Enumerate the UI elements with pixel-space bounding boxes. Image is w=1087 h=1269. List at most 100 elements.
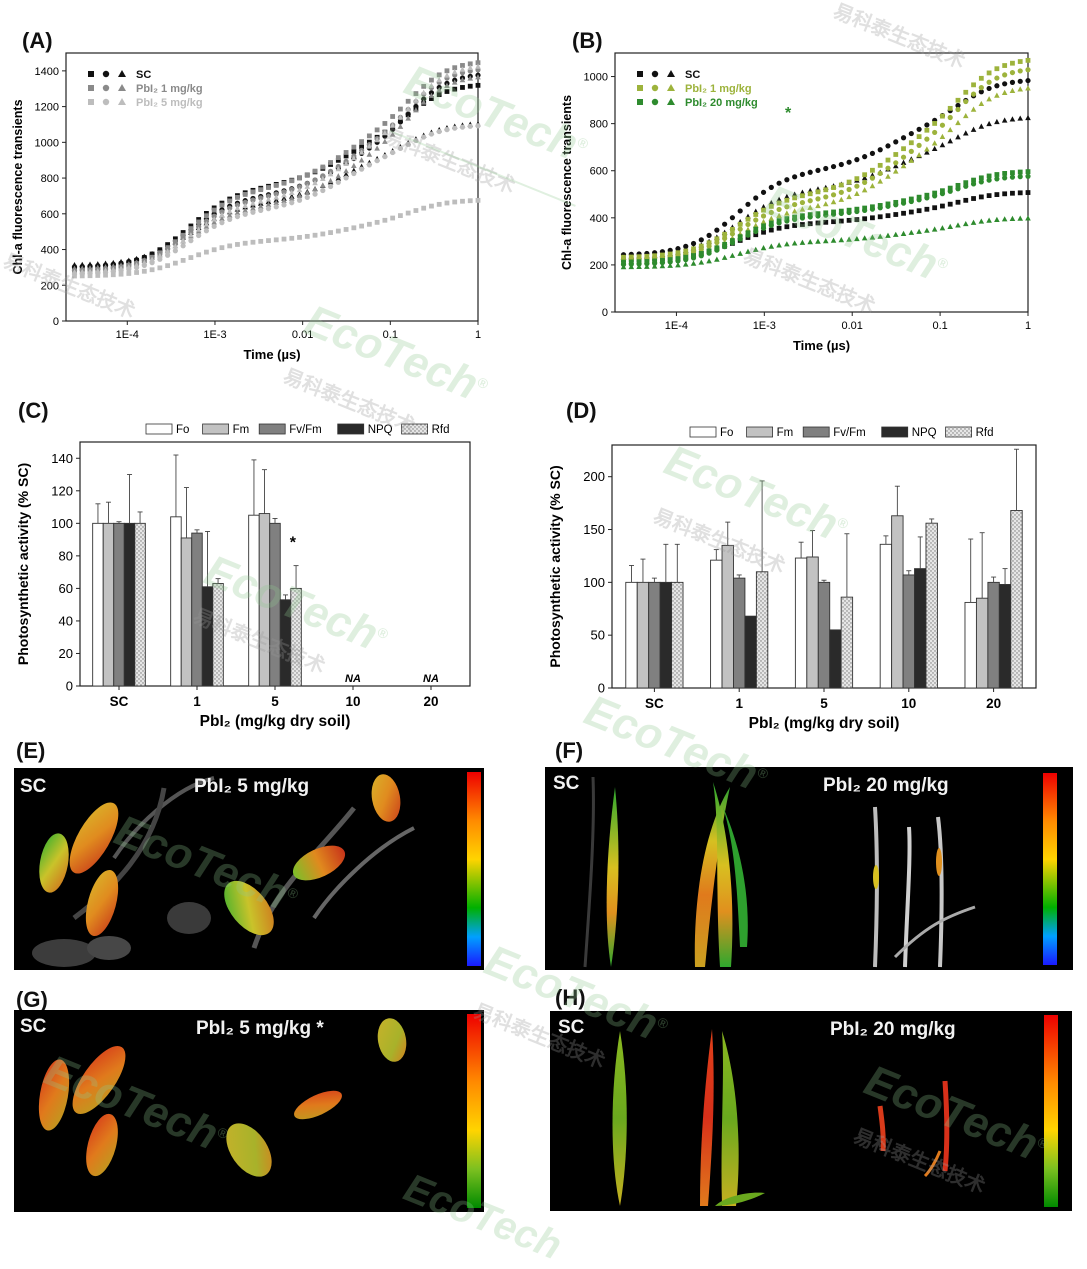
bar [794, 557, 808, 689]
data-point [939, 225, 946, 231]
chart-a-fluorescence-transients: 0 200 400 600 800 1000 1200 1400 1E-4 1E-3 0.01 0.1… [11, 52, 481, 362]
data-point [862, 172, 868, 178]
data-point [885, 173, 891, 179]
data-point [320, 231, 326, 237]
data-point [737, 221, 743, 227]
data-point [475, 82, 481, 88]
data-point [815, 238, 821, 244]
data-point [436, 72, 442, 78]
panel-label-h: (H) [555, 985, 586, 1010]
data-point [822, 238, 829, 244]
data-point [892, 168, 899, 174]
data-point [203, 228, 210, 234]
data-point [931, 145, 938, 152]
data-point [800, 222, 805, 227]
x-tick-label: 1 [1025, 320, 1031, 332]
legend-swatch [202, 423, 230, 435]
bar [625, 581, 638, 689]
data-point [784, 241, 790, 247]
data-point [807, 221, 813, 227]
data-point [87, 265, 93, 271]
data-point [296, 192, 303, 199]
leaf-image-g [38, 1018, 407, 1177]
data-point [118, 262, 124, 268]
legend-marker-circle [651, 84, 659, 92]
data-point [877, 178, 884, 184]
data-point [963, 197, 969, 203]
data-point [390, 149, 396, 156]
data-point [815, 213, 821, 219]
data-point [110, 266, 117, 272]
x-tick-label: 20 [986, 696, 1001, 711]
data-point [351, 170, 357, 177]
y-tick-label: 0 [66, 679, 73, 694]
data-point [690, 260, 697, 266]
data-point [955, 102, 961, 109]
data-point [296, 186, 303, 193]
data-point [266, 238, 271, 243]
data-point [351, 225, 357, 231]
data-point [970, 181, 977, 187]
data-point [1017, 59, 1023, 64]
data-point [947, 185, 953, 191]
data-point [776, 196, 782, 202]
y-tick-label: 1400 [35, 66, 59, 78]
y-tick-label: 800 [41, 173, 59, 185]
data-point [242, 199, 248, 205]
data-point [265, 206, 272, 212]
bar [975, 597, 989, 689]
data-point [830, 211, 837, 217]
data-point [939, 191, 946, 197]
data-point [257, 198, 264, 204]
data-point [359, 166, 365, 172]
data-point [994, 92, 1000, 98]
data-point [924, 195, 930, 201]
data-point [652, 260, 658, 266]
x-tick-label: 1 [193, 694, 201, 709]
data-point [273, 204, 279, 210]
y-tick-label: 200 [41, 280, 59, 292]
data-point [343, 171, 349, 177]
data-point [87, 268, 93, 274]
data-point [963, 183, 969, 189]
data-point [1025, 57, 1031, 63]
data-point [164, 248, 171, 254]
x-tick-label: 1E-4 [665, 320, 688, 332]
data-point [102, 264, 109, 270]
data-point [908, 140, 914, 146]
data-point [893, 160, 899, 166]
data-point [753, 212, 759, 217]
data-point [916, 197, 922, 203]
legend-swatch [689, 426, 717, 438]
data-point [420, 99, 427, 105]
data-point [916, 134, 922, 140]
data-point [304, 194, 310, 200]
data-point [242, 211, 248, 217]
data-point [714, 227, 720, 233]
data-point [721, 254, 728, 260]
data-point [675, 258, 681, 264]
data-point [413, 208, 419, 213]
data-point [830, 199, 837, 205]
data-point [978, 85, 984, 91]
data-point [335, 173, 342, 179]
data-point [893, 202, 899, 208]
data-point [994, 66, 1000, 72]
data-point [227, 243, 233, 249]
data-point [792, 201, 798, 208]
bar [902, 574, 915, 689]
plot-frame [614, 52, 1029, 313]
data-point [978, 89, 984, 95]
data-point [351, 149, 357, 154]
y-tick-label: 0 [598, 681, 605, 696]
legend-label: NPQ [368, 424, 393, 436]
data-point [335, 155, 341, 161]
data-point [846, 179, 852, 185]
data-point [335, 228, 341, 234]
data-point [900, 200, 907, 206]
data-point [768, 215, 775, 221]
series-8 [620, 215, 1031, 270]
x-tick-label: 1E-4 [116, 329, 139, 341]
data-point [761, 229, 766, 235]
y-tick-label: 200 [590, 260, 608, 272]
